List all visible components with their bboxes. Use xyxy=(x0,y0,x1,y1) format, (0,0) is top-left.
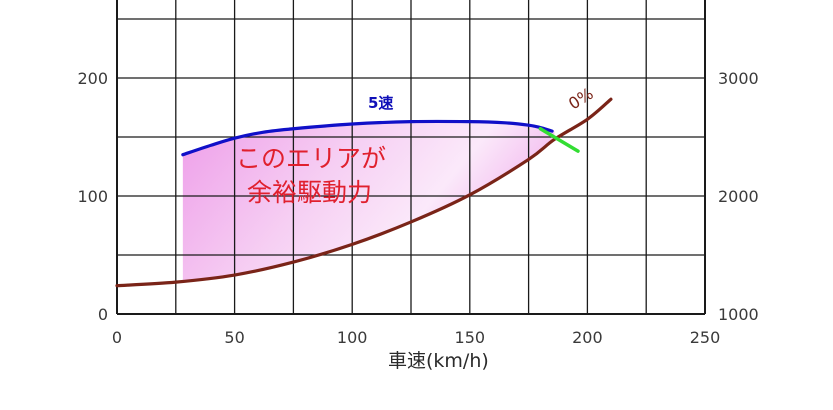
x-axis-label: 車速(km/h) xyxy=(388,350,489,372)
axis-ticks: 0 50 100 150 200 250 0 100 200 1000 2000 3000 xyxy=(77,69,758,347)
y-right-tick-label: 2000 xyxy=(718,187,759,206)
series-intersection-marker xyxy=(538,126,580,153)
x-tick-label: 250 xyxy=(690,328,721,347)
x-tick-label: 150 xyxy=(455,328,486,347)
x-tick-label: 0 xyxy=(112,328,122,347)
x-tick-label: 100 xyxy=(337,328,368,347)
annotation-line1: このエリアが xyxy=(236,144,386,173)
y-left-tick-label: 200 xyxy=(77,69,108,88)
x-tick-label: 200 xyxy=(572,328,603,347)
annotation-line2: 余裕駆動力 xyxy=(247,178,372,207)
series-gear-5 xyxy=(181,119,554,157)
y-left-tick-label: 100 xyxy=(77,187,108,206)
y-right-tick-label: 1000 xyxy=(718,305,759,324)
surplus-drive-force-area xyxy=(182,121,555,282)
x-tick-label: 50 xyxy=(224,328,244,347)
series-grade-0pct xyxy=(115,97,613,288)
y-right-tick-label: 3000 xyxy=(718,69,759,88)
y-left-tick-label: 0 xyxy=(98,305,108,324)
series xyxy=(115,97,613,288)
gear-label-5th: 5速 xyxy=(368,94,393,112)
grade-label-0pct: 0% xyxy=(565,84,597,114)
